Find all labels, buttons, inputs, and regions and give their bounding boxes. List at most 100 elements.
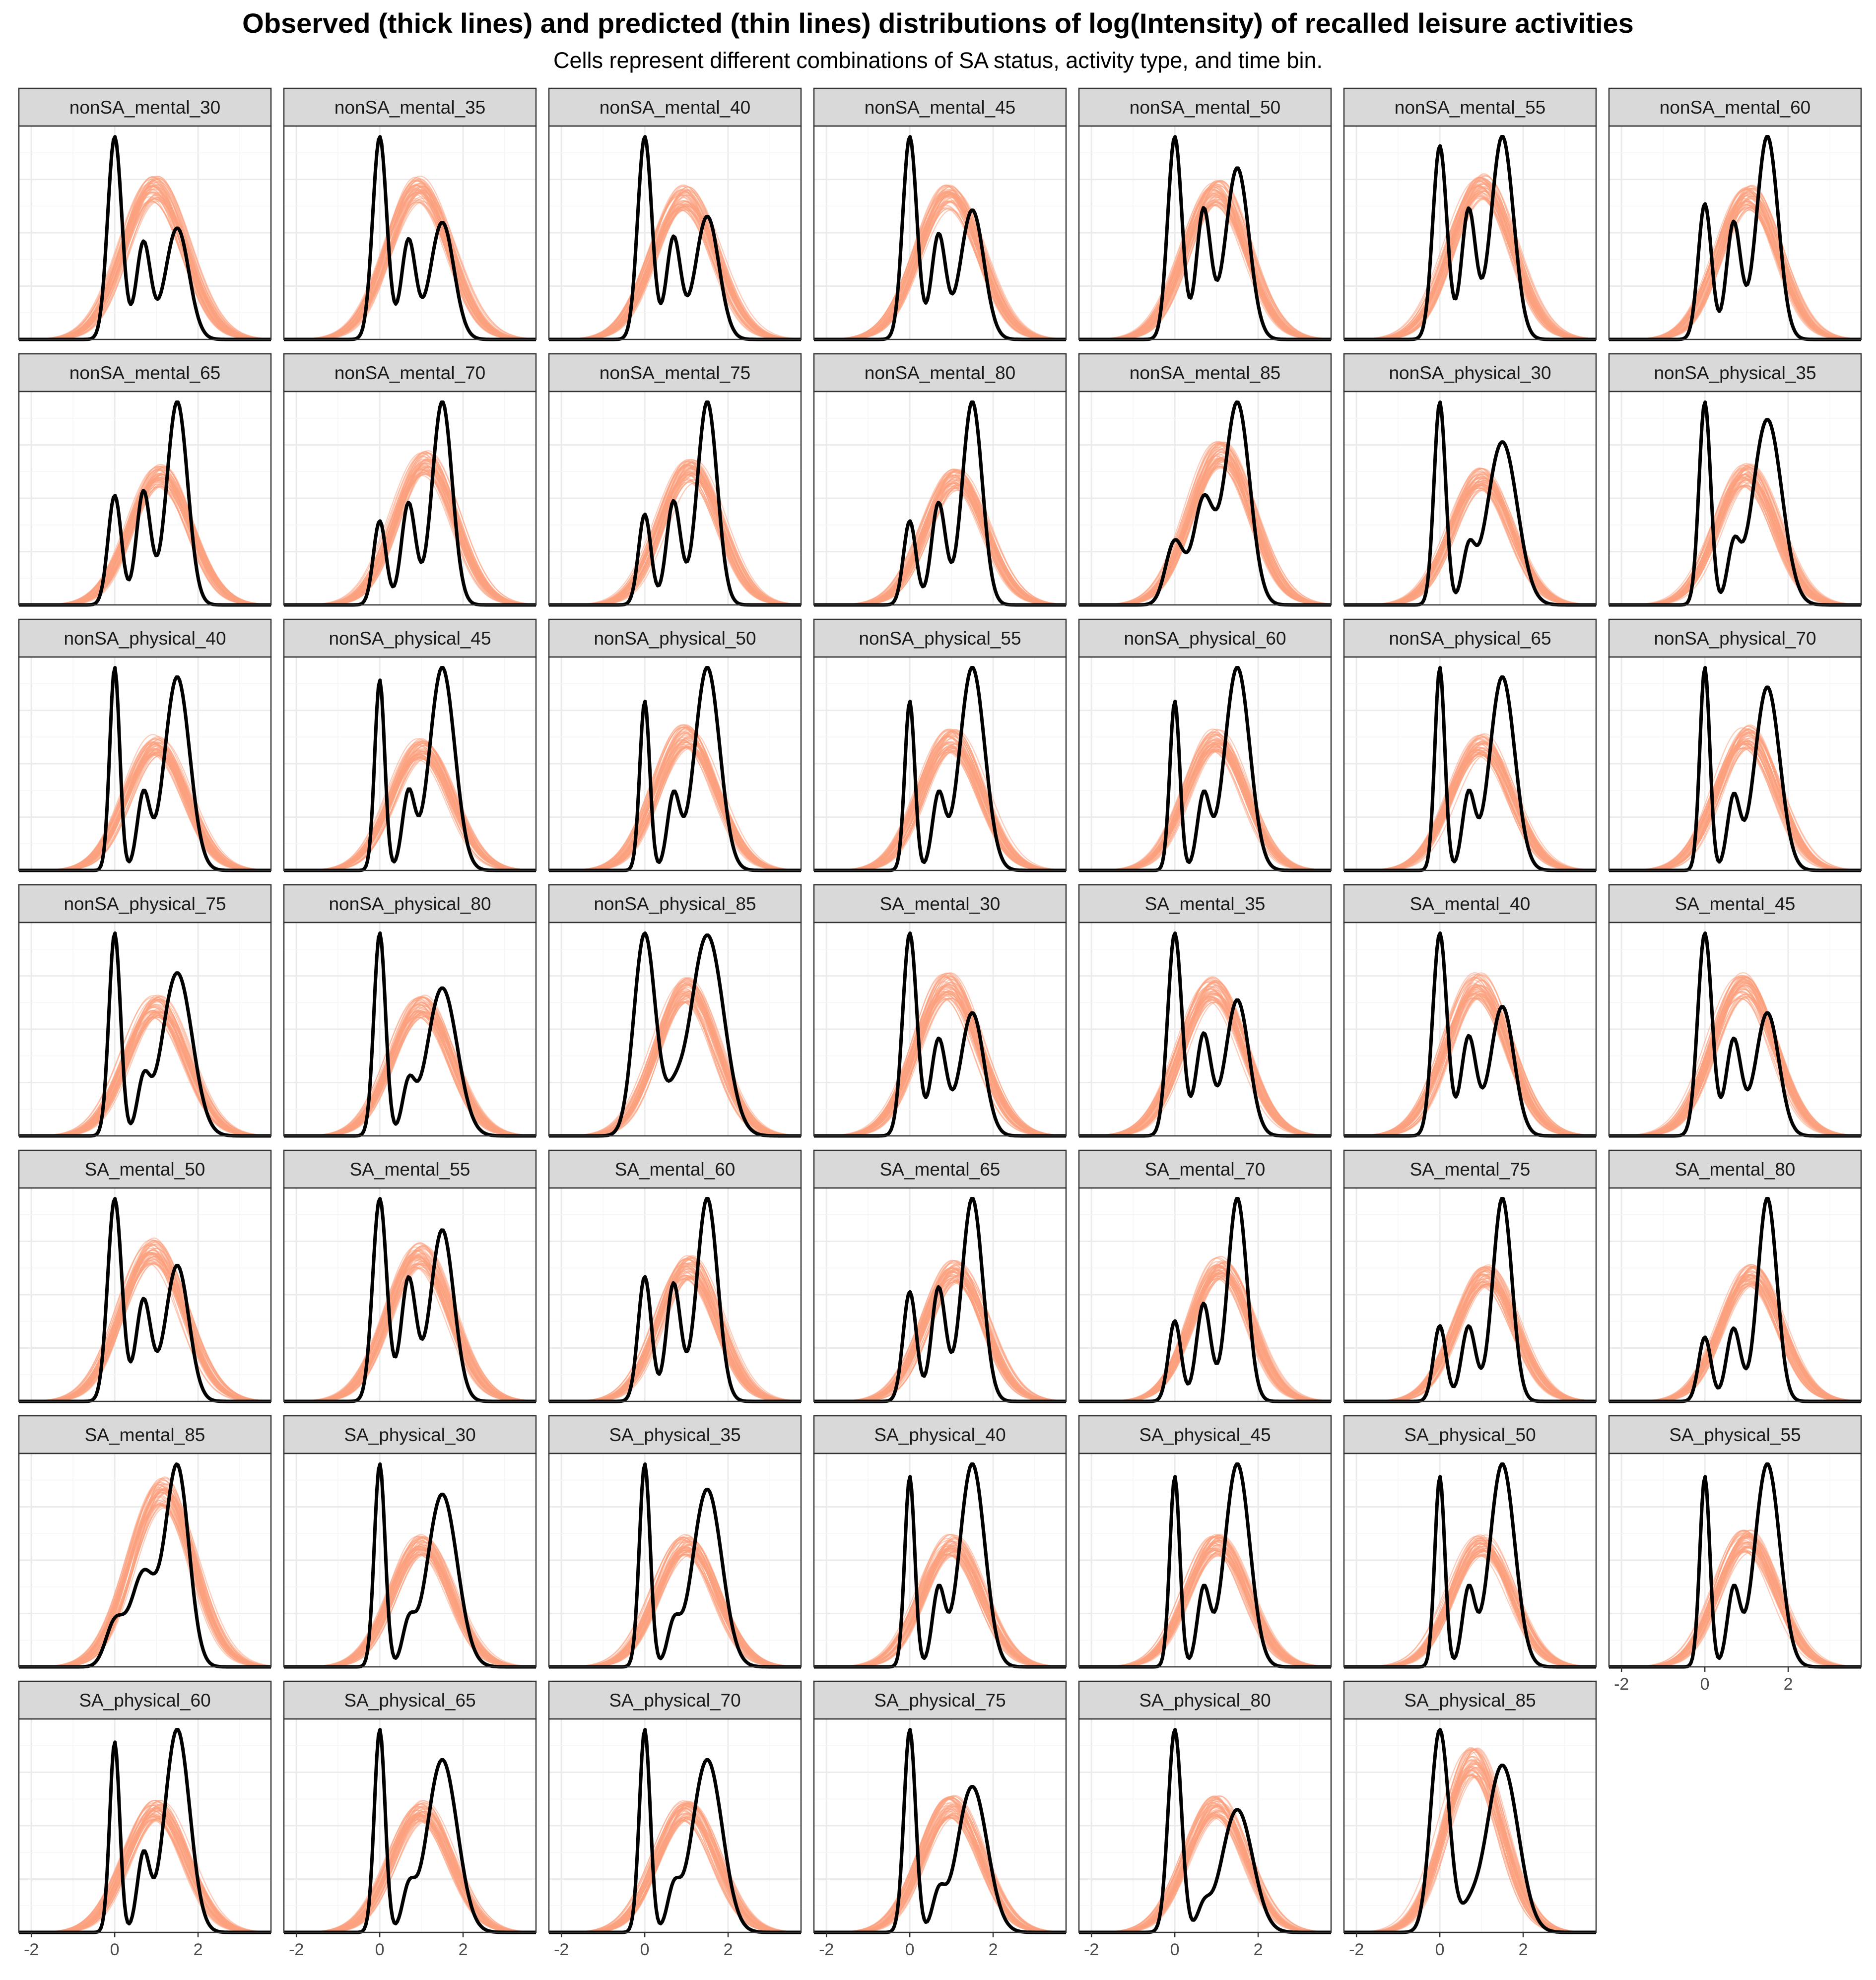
facet-panel: SA_mental_50 xyxy=(18,1149,272,1403)
facet-panel: SA_physical_50 xyxy=(1343,1415,1597,1669)
x-tick-label: 0 xyxy=(1700,1675,1710,1694)
facet-panel: nonSA_physical_85 xyxy=(548,884,802,1138)
facet-label: SA_mental_35 xyxy=(1145,894,1266,914)
facet-label: nonSA_mental_45 xyxy=(865,97,1015,118)
facet-panel: nonSA_mental_50 xyxy=(1078,87,1332,341)
predicted-line xyxy=(549,184,802,340)
facet-strip xyxy=(18,353,272,393)
facet-strip xyxy=(1343,353,1597,393)
gridlines xyxy=(549,923,801,1136)
x-tick-label: -2 xyxy=(819,1940,834,1959)
facet-panel: SA_mental_45 xyxy=(1608,884,1862,1138)
panel-border xyxy=(1078,1187,1332,1402)
x-tick-label: -2 xyxy=(1614,1675,1629,1694)
facet-label: SA_physical_30 xyxy=(344,1425,475,1445)
facet-label: nonSA_mental_35 xyxy=(335,97,485,118)
panel-border xyxy=(1078,391,1332,606)
gridlines xyxy=(19,1188,271,1401)
facet-label: SA_physical_40 xyxy=(874,1425,1005,1445)
facet-panel: nonSA_physical_65 xyxy=(1343,618,1597,872)
facet-panel: SA_physical_30 xyxy=(283,1415,537,1669)
facet-label: nonSA_physical_75 xyxy=(64,894,226,914)
panel-border xyxy=(548,1452,802,1668)
facet-panel: nonSA_mental_40 xyxy=(548,87,802,341)
facet-strip xyxy=(1608,1149,1862,1189)
predicted-line xyxy=(549,190,802,340)
predicted-series xyxy=(1344,467,1597,606)
facet-label: SA_physical_35 xyxy=(609,1425,740,1445)
facet-label: nonSA_mental_55 xyxy=(1395,97,1545,118)
x-axis: -2 0 2 xyxy=(1614,1667,1793,1694)
facet-panel: nonSA_mental_60 xyxy=(1608,87,1862,341)
x-tick-label: -2 xyxy=(24,1940,39,1959)
facet-strip xyxy=(18,1149,272,1189)
facet-label: SA_physical_65 xyxy=(344,1690,475,1711)
panel-border xyxy=(813,1452,1067,1668)
facet-panel: nonSA_mental_55 xyxy=(1343,87,1597,341)
facet-strip xyxy=(1078,353,1332,393)
facet-panel: nonSA_mental_30 xyxy=(18,87,272,341)
x-axis: -2 0 2 xyxy=(1349,1932,1528,1959)
panel-border xyxy=(18,1187,272,1402)
facet-panel: SA_physical_35 xyxy=(548,1415,802,1669)
facet-panel: SA_physical_85 -2 0 2 xyxy=(1343,1680,1597,1959)
panel-border xyxy=(1078,125,1332,340)
facet-label: SA_mental_60 xyxy=(615,1159,736,1180)
x-tick-label: 2 xyxy=(1254,1940,1263,1959)
panel-border xyxy=(1343,922,1597,1137)
panel-border xyxy=(1343,391,1597,606)
predicted-line xyxy=(284,1247,536,1402)
panel-border xyxy=(283,125,537,340)
x-tick-label: -2 xyxy=(1349,1940,1364,1959)
panel-border xyxy=(1078,1452,1332,1668)
panel-border xyxy=(1608,1187,1862,1402)
x-axis: -2 0 2 xyxy=(24,1932,203,1959)
panel-border xyxy=(283,922,537,1137)
facet-strip xyxy=(1078,87,1332,127)
facet-label: SA_mental_75 xyxy=(1410,1159,1531,1180)
facet-panel: SA_physical_45 xyxy=(1078,1415,1332,1669)
panel-border xyxy=(18,391,272,606)
gridlines xyxy=(19,392,271,605)
gridlines xyxy=(1344,1719,1596,1932)
facet-label: SA_physical_85 xyxy=(1404,1690,1536,1711)
chart-title: Observed (thick lines) and predicted (th… xyxy=(242,7,1634,39)
facet-panel: SA_physical_65 -2 0 2 xyxy=(283,1680,537,1959)
panel-border xyxy=(813,391,1067,606)
x-tick-label: 0 xyxy=(640,1940,650,1959)
facet-strip xyxy=(1343,1149,1597,1189)
facet-panel: nonSA_physical_55 xyxy=(813,618,1067,872)
predicted-line xyxy=(18,1259,271,1402)
facet-label: SA_mental_85 xyxy=(85,1425,205,1445)
facet-label: SA_physical_45 xyxy=(1139,1425,1271,1445)
facet-strip xyxy=(813,1149,1067,1189)
panel-border xyxy=(283,391,537,606)
panel-border xyxy=(283,1718,537,1933)
facet-panel: nonSA_physical_75 xyxy=(18,884,272,1138)
panel-border xyxy=(1343,656,1597,871)
x-axis: -2 0 2 xyxy=(554,1932,733,1959)
facet-label: nonSA_mental_40 xyxy=(600,97,750,118)
facet-panel: nonSA_mental_85 xyxy=(1078,353,1332,607)
facet-label: SA_mental_45 xyxy=(1675,894,1796,914)
facet-label: nonSA_physical_80 xyxy=(329,894,491,914)
panel-border xyxy=(1343,125,1597,340)
facet-panel: nonSA_physical_80 xyxy=(283,884,537,1138)
predicted-line xyxy=(549,725,801,871)
panel-border xyxy=(1608,125,1862,340)
facet-panel: SA_mental_65 xyxy=(813,1149,1067,1403)
facet-strip xyxy=(813,884,1067,924)
predicted-series xyxy=(18,176,271,340)
facet-label: nonSA_physical_85 xyxy=(594,894,756,914)
facet-strip xyxy=(1078,884,1332,924)
panel-border xyxy=(1343,1187,1597,1402)
predicted-line xyxy=(1344,189,1597,340)
panel-border xyxy=(813,1187,1067,1402)
facet-label: SA_mental_70 xyxy=(1145,1159,1266,1180)
facet-panel: SA_physical_60 -2 0 2 xyxy=(18,1680,272,1959)
facet-label: nonSA_mental_50 xyxy=(1130,97,1280,118)
panel-border xyxy=(18,1452,272,1668)
x-tick-label: -2 xyxy=(554,1940,569,1959)
facet-panel: SA_physical_80 -2 0 2 xyxy=(1078,1680,1332,1959)
panel-border xyxy=(283,1452,537,1668)
